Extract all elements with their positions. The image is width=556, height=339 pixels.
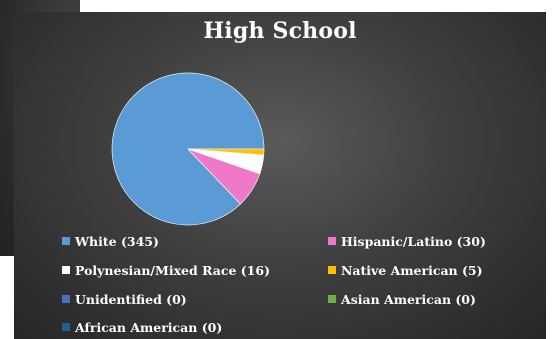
legend-swatch — [62, 323, 70, 331]
legend-swatch — [328, 237, 336, 245]
legend-label: Native American (5) — [341, 262, 483, 278]
legend-swatch — [62, 295, 70, 303]
legend-label: Asian American (0) — [341, 291, 476, 307]
legend-swatch — [62, 266, 70, 274]
legend-swatch — [328, 295, 336, 303]
legend-label: White (345) — [75, 233, 159, 249]
chart-panel: High School White (345) Hispanic/Latino (… — [14, 12, 546, 339]
legend-item: White (345) — [62, 231, 159, 251]
legend-item: Native American (5) — [328, 260, 483, 280]
legend-label: Unidentified (0) — [75, 291, 187, 307]
legend-item: Asian American (0) — [328, 289, 476, 309]
legend-swatch — [328, 266, 336, 274]
pie-chart — [111, 72, 265, 226]
chart-title: High School — [203, 18, 357, 44]
pie-slice — [187, 148, 265, 156]
legend-item: Polynesian/Mixed Race (16) — [62, 260, 270, 280]
legend-label: African American (0) — [75, 319, 223, 335]
chart-legend: White (345) Hispanic/Latino (30) Polynesia… — [62, 231, 532, 339]
legend-label: Polynesian/Mixed Race (16) — [75, 262, 270, 278]
legend-label: Hispanic/Latino (30) — [341, 233, 486, 249]
legend-item: African American (0) — [62, 317, 222, 337]
legend-swatch — [62, 237, 70, 245]
legend-item: Unidentified (0) — [62, 289, 187, 309]
legend-item: Hispanic/Latino (30) — [328, 231, 486, 251]
